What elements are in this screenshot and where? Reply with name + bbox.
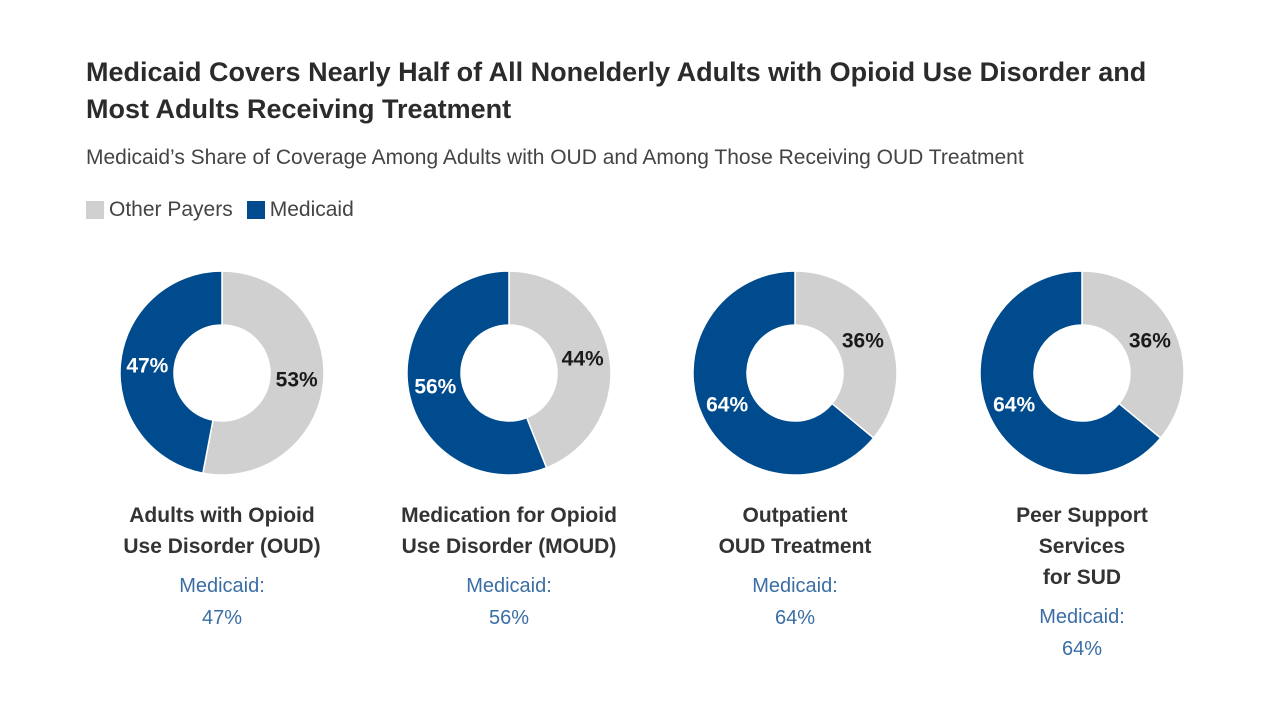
medicaid-share-label: Medicaid: <box>466 575 552 597</box>
legend-item-other: Other Payers <box>86 198 233 222</box>
medicaid-share-value: 56% <box>488 607 530 629</box>
donut-chart-4: 36% 64% Peer Support Services for SUD Medicai… <box>952 266 1212 665</box>
donut-svg: 53% 47% <box>119 270 325 476</box>
chart-category-label-line: Outpatient <box>742 504 848 527</box>
slice-label-other-payers: 36% <box>842 330 884 353</box>
slice-label-medicaid: 64% <box>993 393 1035 416</box>
chart-title: Medicaid Covers Nearly Half of All Nonel… <box>86 57 1147 124</box>
chart-category-label: Medication for Opioid Use Disorder (MOUD) <box>379 500 639 562</box>
slice-other-payers <box>1081 270 1185 440</box>
slice-label-other-payers: 44% <box>562 347 604 370</box>
medicaid-share-value: 64% <box>1061 638 1103 660</box>
slice-medicaid <box>979 270 1162 476</box>
slice-other-payers <box>794 270 898 440</box>
slice-medicaid <box>406 270 548 476</box>
legend-label-other: Other Payers <box>109 198 233 221</box>
slice-other-payers <box>202 270 325 476</box>
chart-category-label: Adults with Opioid Use Disorder (OUD) <box>92 500 352 562</box>
chart-category-label-line: Use Disorder (MOUD) <box>401 535 617 558</box>
chart-category-label: Outpatient OUD Treatment <box>665 500 925 562</box>
legend: Other Payers Medicaid <box>86 196 368 224</box>
medicaid-share: Medicaid: 56% <box>379 570 639 634</box>
slice-medicaid <box>692 270 875 476</box>
chart-category-label-line: Services <box>1038 535 1126 558</box>
medicaid-share: Medicaid: 47% <box>92 570 352 634</box>
slice-other-payers <box>508 270 612 469</box>
slice-label-other-payers: 53% <box>276 369 318 392</box>
medicaid-share-value: 64% <box>774 607 816 629</box>
chart-category-label-line: Peer Support <box>1016 504 1148 527</box>
medicaid-share-label: Medicaid: <box>752 575 838 597</box>
chart-category-label-line: Medication for Opioid <box>401 504 617 527</box>
chart-category-label-line: Use Disorder (OUD) <box>123 535 321 558</box>
chart-subtitle: Medicaid’s Share of Coverage Among Adult… <box>86 146 1024 169</box>
donut-chart-2: 44% 56% Medication for Opioid Use Disorder … <box>379 266 639 634</box>
slice-label-medicaid: 47% <box>126 354 168 377</box>
donut-svg: 36% 64% <box>692 270 898 476</box>
medicaid-share: Medicaid: 64% <box>665 570 925 634</box>
legend-swatch-other <box>86 201 104 219</box>
donut-svg: 44% 56% <box>406 270 612 476</box>
donut-chart-3: 36% 64% Outpatient OUD Treatment Medicaid: 64… <box>665 266 925 634</box>
legend-label-medicaid: Medicaid <box>269 198 354 221</box>
legend-swatch-medicaid <box>246 201 265 219</box>
donut-svg: 36% 64% <box>979 270 1185 476</box>
chart-category-label-line: Adults with Opioid <box>129 504 315 527</box>
medicaid-share-value: 47% <box>201 607 243 629</box>
chart-category-label-line: OUD Treatment <box>718 535 872 558</box>
chart-category-label: Peer Support Services for SUD <box>952 500 1212 593</box>
slice-label-other-payers: 36% <box>1129 330 1171 353</box>
chart-category-label-line: for SUD <box>1042 566 1122 589</box>
slice-label-medicaid: 64% <box>706 393 748 416</box>
medicaid-share-label: Medicaid: <box>1039 606 1125 628</box>
slice-medicaid <box>119 270 223 475</box>
legend-item-medicaid: Medicaid <box>246 198 354 222</box>
medicaid-share: Medicaid: 64% <box>952 601 1212 665</box>
medicaid-share-label: Medicaid: <box>179 575 265 597</box>
donut-chart-1: 53% 47% Adults with Opioid Use Disorder (OU… <box>92 266 352 634</box>
slice-label-medicaid: 56% <box>414 376 456 399</box>
